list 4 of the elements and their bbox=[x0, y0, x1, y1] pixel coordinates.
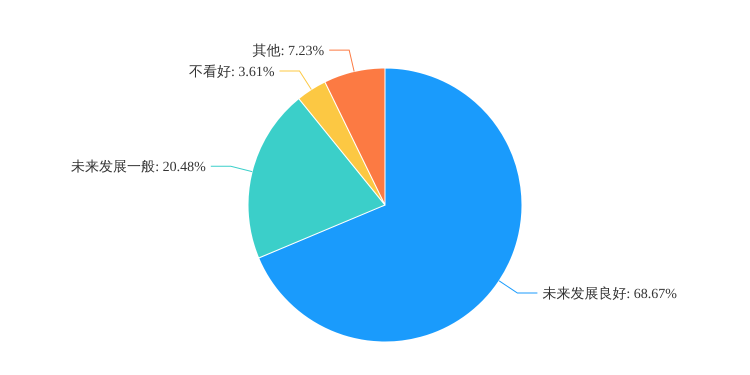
slice-label: 不看好: 3.61% bbox=[188, 64, 275, 80]
slice-label: 未来发展一般: 20.48% bbox=[71, 159, 206, 176]
slice-label: 未来发展良好: 68.67% bbox=[542, 286, 678, 302]
slice-label: 其他: 7.23% bbox=[252, 42, 325, 59]
